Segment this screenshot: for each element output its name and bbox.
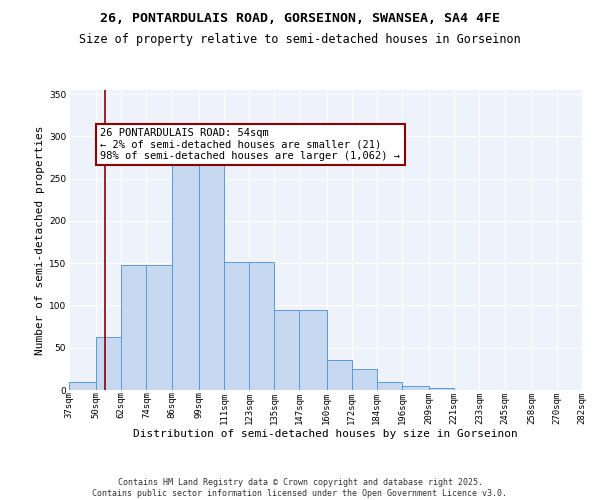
Text: Size of property relative to semi-detached houses in Gorseinon: Size of property relative to semi-detach… — [79, 32, 521, 46]
Bar — [299, 310, 326, 390]
Bar — [96, 337, 121, 390]
Bar — [199, 164, 224, 390]
X-axis label: Distribution of semi-detached houses by size in Gorseinon: Distribution of semi-detached houses by … — [133, 429, 518, 439]
Bar — [224, 262, 249, 390]
Text: 26 PONTARDULAIS ROAD: 54sqm
← 2% of semi-detached houses are smaller (21)
98% of: 26 PONTARDULAIS ROAD: 54sqm ← 2% of semi… — [100, 128, 400, 161]
Bar — [402, 386, 429, 390]
Bar — [326, 360, 352, 390]
Bar — [352, 369, 377, 390]
Text: 26, PONTARDULAIS ROAD, GORSEINON, SWANSEA, SA4 4FE: 26, PONTARDULAIS ROAD, GORSEINON, SWANSE… — [100, 12, 500, 26]
Bar — [121, 265, 146, 390]
Text: Contains HM Land Registry data © Crown copyright and database right 2025.
Contai: Contains HM Land Registry data © Crown c… — [92, 478, 508, 498]
Bar — [429, 388, 454, 390]
Bar — [69, 382, 96, 390]
Bar — [172, 154, 199, 390]
Bar — [249, 262, 274, 390]
Bar — [377, 382, 402, 390]
Y-axis label: Number of semi-detached properties: Number of semi-detached properties — [35, 125, 45, 355]
Bar — [146, 265, 172, 390]
Bar — [274, 310, 299, 390]
